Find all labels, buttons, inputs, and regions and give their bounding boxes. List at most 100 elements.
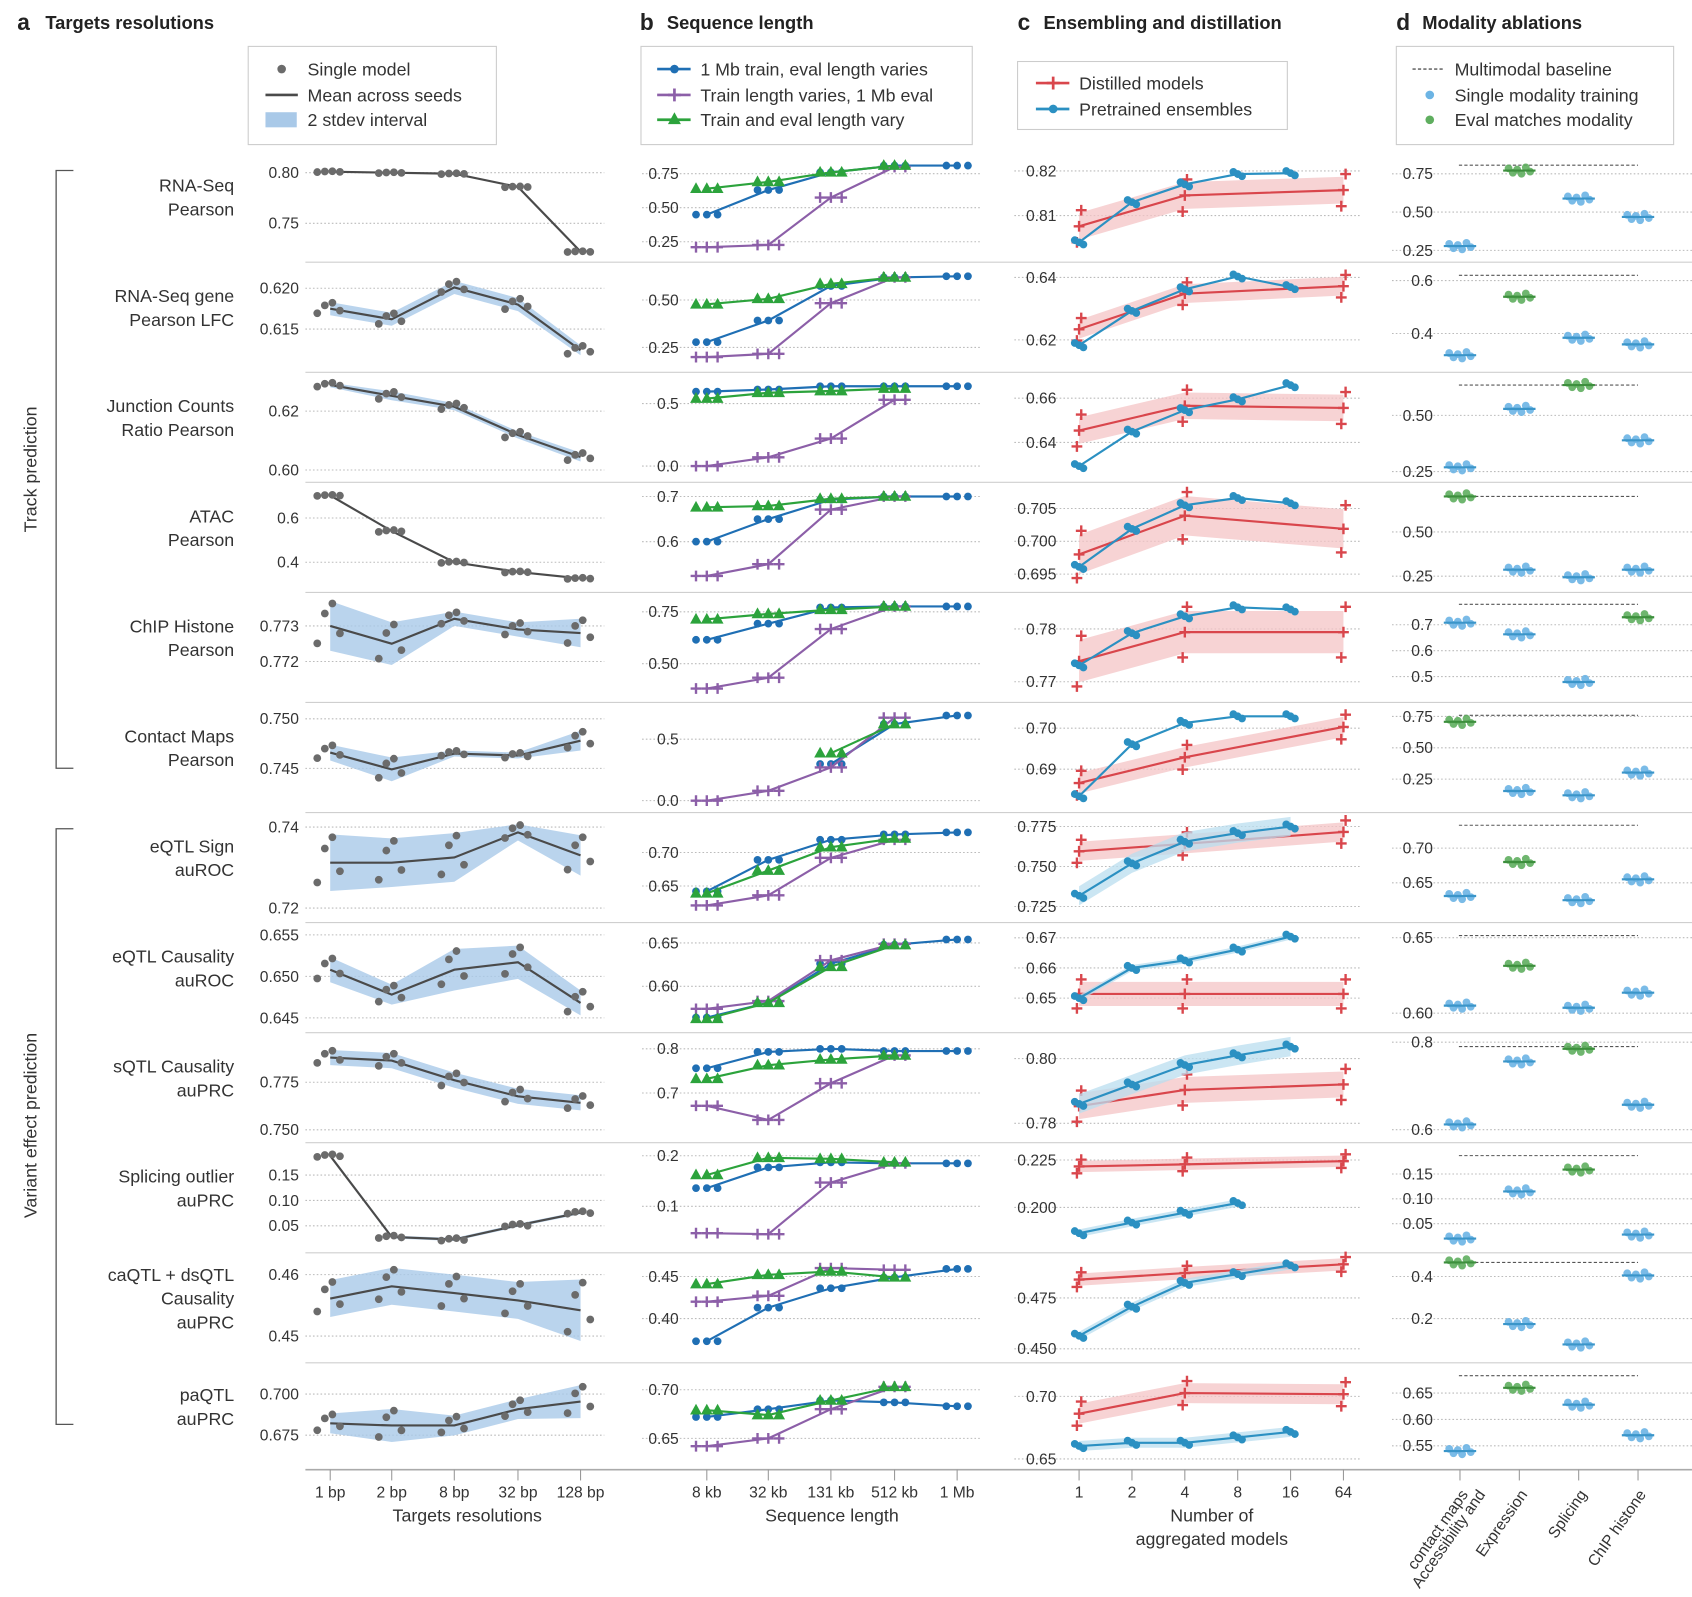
single-model-point — [382, 846, 391, 855]
point-green — [700, 392, 713, 403]
distilled-point — [1181, 1152, 1193, 1163]
distilled-point — [1177, 1100, 1189, 1111]
distilled-point — [1181, 1260, 1193, 1272]
y-tick-label: 0.750 — [260, 711, 299, 728]
ensemble-point — [1185, 614, 1194, 623]
point-green — [690, 1072, 702, 1084]
seed-point — [1576, 1007, 1585, 1015]
single-model-point — [313, 492, 322, 500]
point-blue — [702, 1064, 711, 1073]
distilled-point — [1177, 764, 1189, 775]
seed-point — [1458, 495, 1467, 504]
point-purple — [889, 394, 900, 406]
ensemble-point — [1132, 200, 1141, 209]
ensemble-point — [1291, 171, 1299, 180]
single-model-point — [397, 527, 406, 536]
y-tick-label: 0.750 — [260, 1122, 299, 1139]
point-blue — [942, 492, 951, 501]
point-purple — [712, 460, 723, 472]
distilled-band — [1079, 611, 1344, 683]
single-model-point — [501, 305, 509, 314]
y-tick-label: 0.05 — [268, 1218, 299, 1235]
distilled-point — [1335, 1162, 1347, 1174]
point-green — [824, 1264, 837, 1276]
y-tick-label: 0.705 — [1017, 501, 1056, 518]
seed-point — [1636, 1233, 1645, 1242]
ensemble-point — [1291, 1044, 1299, 1053]
point-green — [888, 382, 901, 393]
row-label: Causality — [161, 1289, 234, 1309]
single-model-point — [516, 748, 525, 757]
y-tick-label: 0.645 — [260, 1010, 299, 1027]
point-green — [690, 392, 702, 403]
single-model-point — [563, 743, 572, 752]
point-purple — [814, 1077, 826, 1089]
y-tick-label: 0.5 — [657, 396, 679, 413]
single-model-point — [452, 608, 461, 617]
single-model-point — [571, 1291, 580, 1299]
point-blue — [753, 1048, 762, 1056]
point-blue — [837, 1044, 846, 1053]
single-model-point — [336, 306, 344, 315]
series-line-purple — [706, 716, 896, 802]
panel-b-row-plot: 0.0 0.5 — [642, 382, 982, 475]
single-model-point — [389, 309, 398, 318]
single-model-point — [382, 1232, 391, 1241]
point-purple — [712, 900, 723, 911]
single-model-point — [586, 454, 595, 463]
series-line-green — [706, 605, 895, 621]
distilled-point — [1075, 1396, 1087, 1408]
point-blue — [753, 855, 762, 864]
single-model-point — [460, 1294, 468, 1303]
seed-point — [1458, 1123, 1467, 1132]
point-green — [773, 1151, 786, 1163]
distilled-point — [1338, 1258, 1349, 1270]
distilled-point — [1075, 204, 1087, 216]
single-model-point — [571, 1207, 580, 1216]
distilled-point — [1340, 1148, 1351, 1160]
y-tick-label: 0.695 — [1017, 567, 1056, 584]
y-tick-label: 0.745 — [260, 761, 299, 778]
seed-point — [1576, 1404, 1585, 1412]
distilled-point — [1338, 184, 1349, 196]
y-tick-label: 0.15 — [1403, 1166, 1434, 1183]
point-blue — [713, 210, 722, 219]
series-line-green — [706, 1385, 895, 1417]
y-tick-label: 0.60 — [1403, 1412, 1434, 1429]
seed-point — [1458, 895, 1467, 904]
single-model-point — [452, 399, 461, 408]
point-blue — [942, 382, 951, 391]
ensemble-point — [1291, 383, 1299, 392]
ensemble-point — [1132, 1441, 1141, 1449]
row-label: RNA-Seq gene — [114, 286, 234, 306]
distilled-point — [1177, 206, 1189, 217]
distilled-point — [1071, 572, 1083, 584]
series-line-purple — [706, 495, 895, 578]
y-tick-label: 0.25 — [1403, 464, 1434, 481]
single-model-point — [397, 1287, 406, 1296]
point-green — [877, 938, 890, 950]
point-purple — [701, 460, 713, 472]
single-model-point — [336, 167, 344, 176]
point-purple — [773, 785, 785, 797]
single-model-point — [320, 379, 329, 388]
point-green — [773, 864, 786, 875]
single-model-point — [508, 950, 517, 958]
single-model-point — [501, 1309, 509, 1318]
single-model-point — [328, 167, 337, 176]
point-blue — [816, 1284, 824, 1293]
row-label: auPRC — [177, 1312, 235, 1332]
point-green — [711, 392, 724, 403]
single-model-point — [508, 429, 517, 438]
panel-d-row-plot: 0.05 0.10 0.15 — [1392, 1155, 1692, 1246]
single-model-point — [523, 1221, 532, 1230]
point-green — [824, 384, 837, 396]
point-green — [899, 159, 912, 170]
x-tick-label: 2 bp — [377, 1485, 408, 1502]
point-green — [877, 490, 890, 501]
ensemble-point — [1079, 894, 1088, 902]
point-purple — [712, 1440, 723, 1452]
point-green — [814, 1264, 827, 1276]
point-green — [773, 1408, 786, 1420]
x-tick-label: 32 bp — [498, 1485, 537, 1502]
